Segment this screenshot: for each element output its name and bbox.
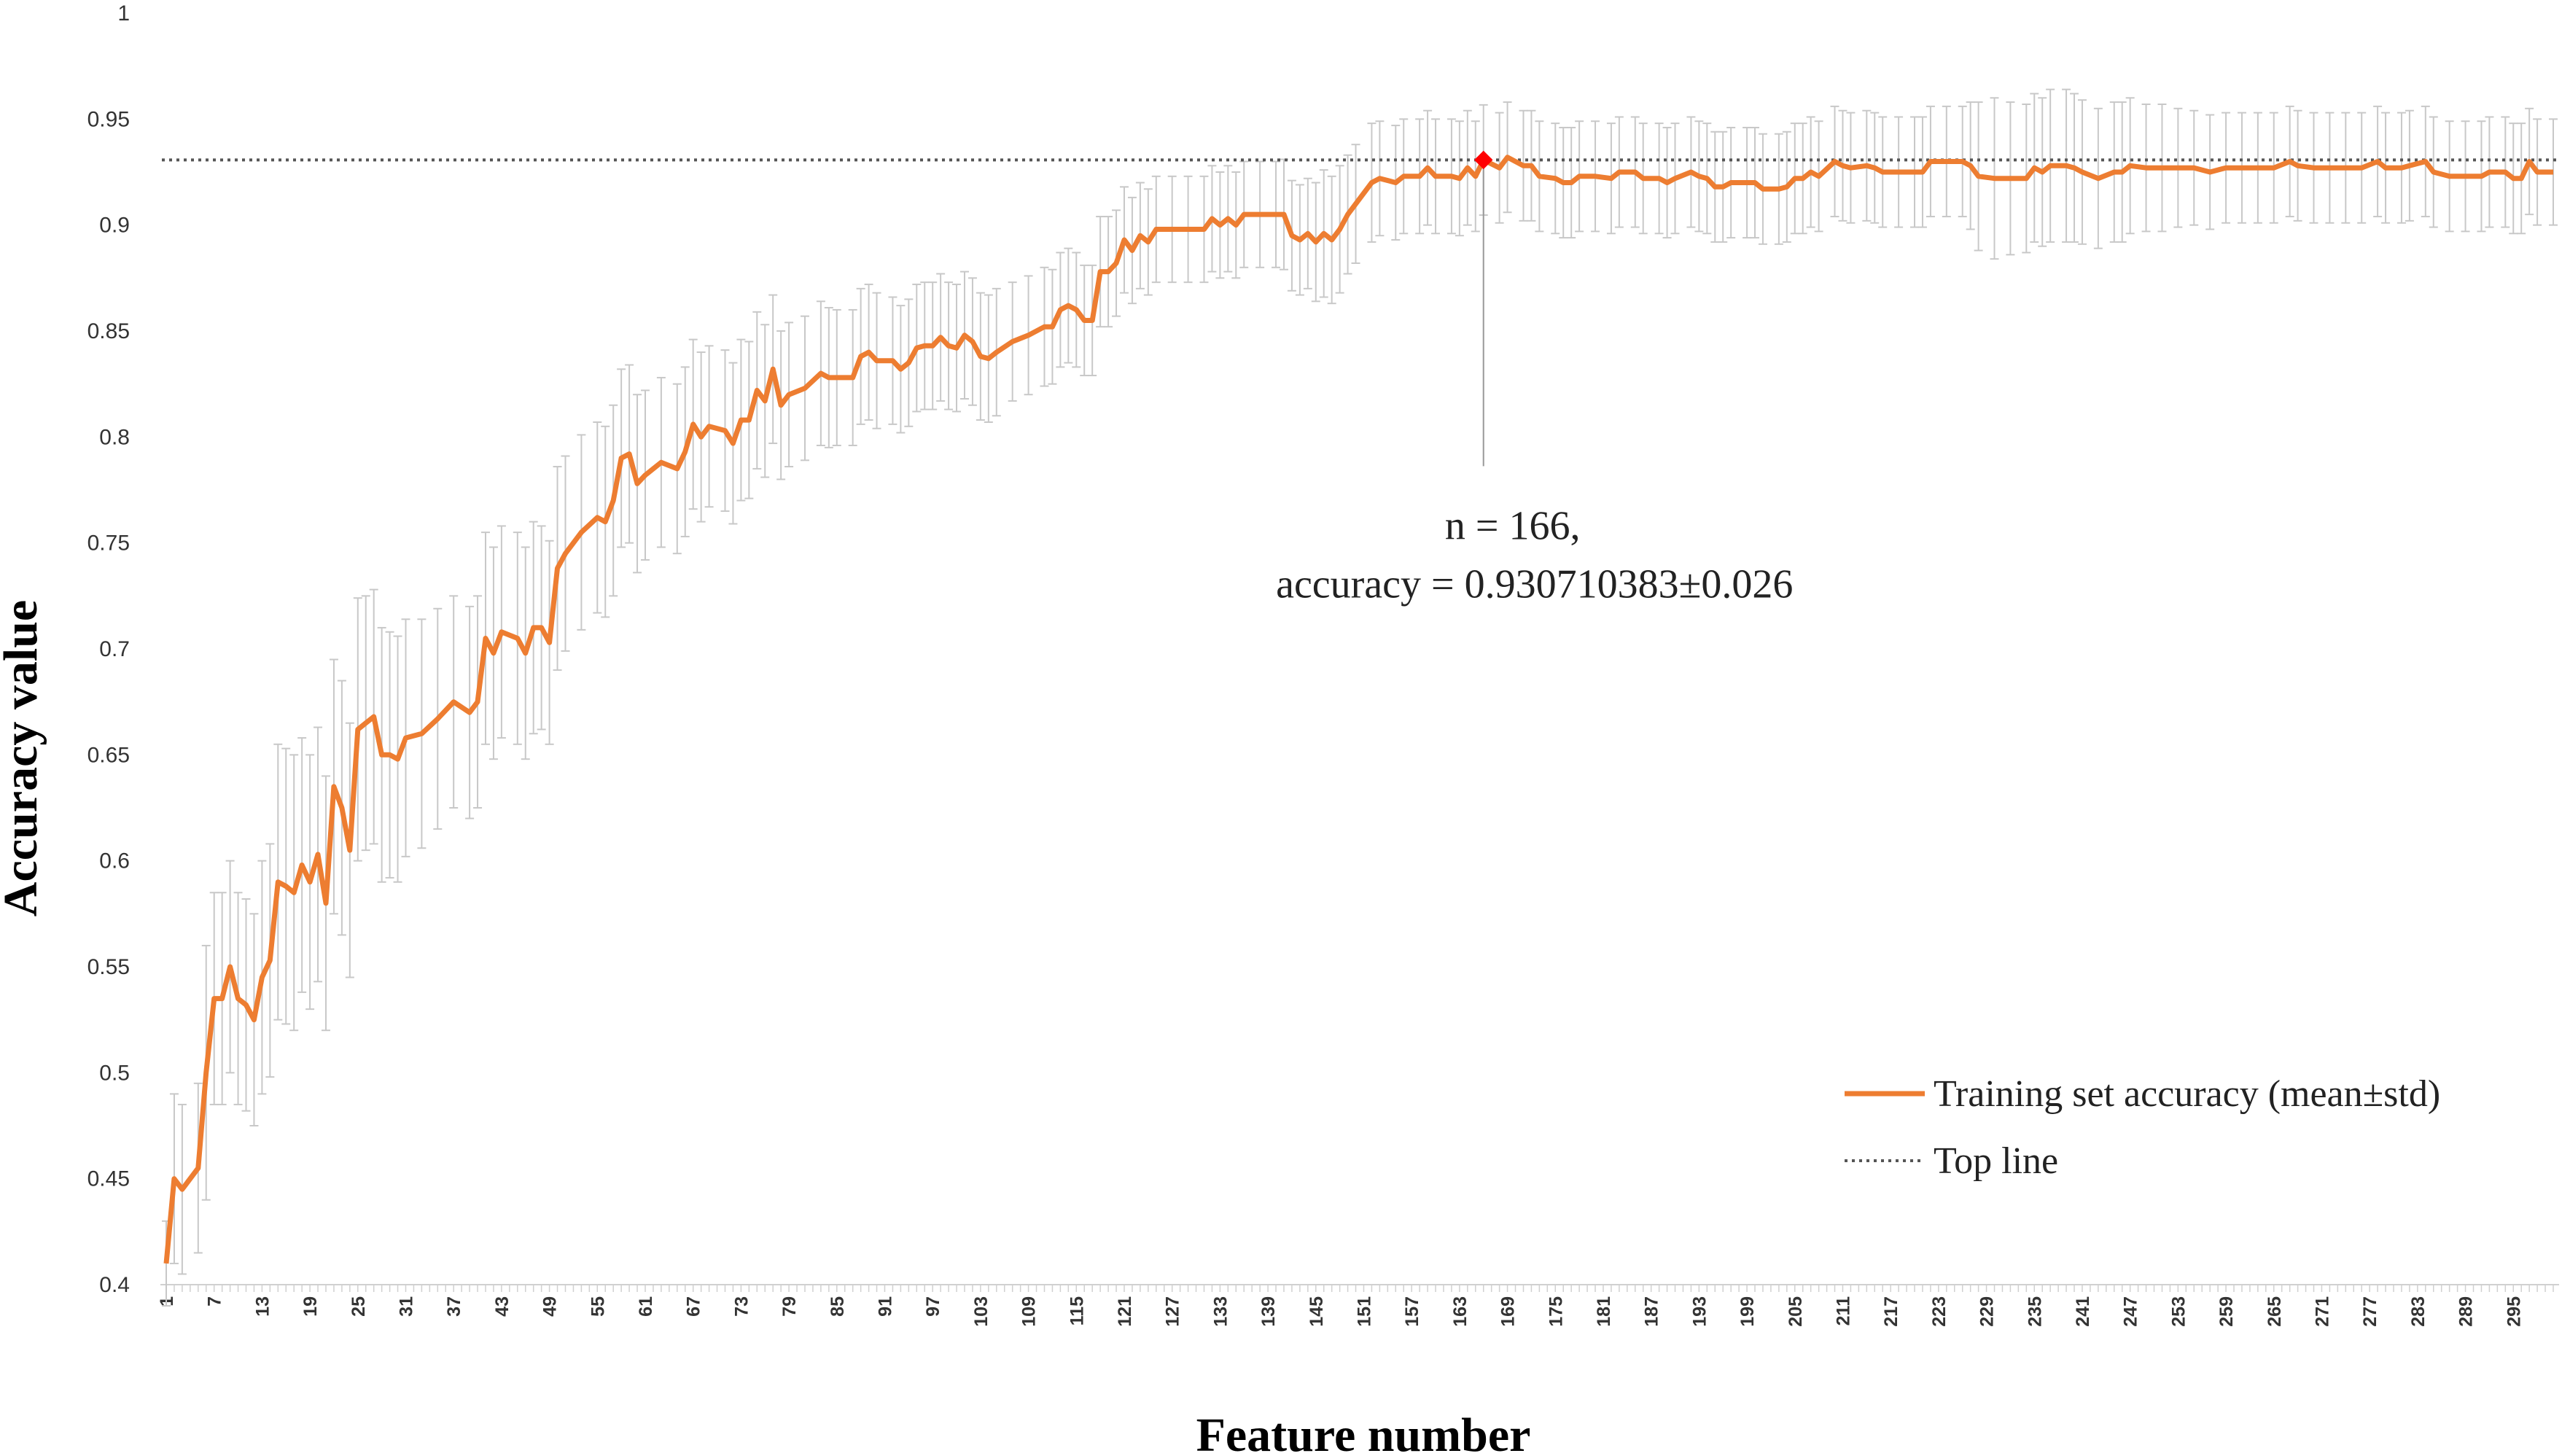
y-tick-label: 0.65 [87, 743, 130, 767]
x-tick-label: 271 [2312, 1296, 2332, 1327]
x-tick-label: 55 [588, 1296, 608, 1317]
x-tick-label: 253 [2168, 1296, 2189, 1327]
x-tick-label: 121 [1115, 1296, 1135, 1327]
error-bars [162, 88, 2558, 1307]
y-tick-label: 0.45 [87, 1167, 130, 1191]
legend-label-topline: Top line [1934, 1140, 2058, 1182]
y-tick-label: 0.75 [87, 532, 130, 556]
y-tick-label: 1 [117, 1, 130, 26]
x-tick-label: 127 [1163, 1296, 1183, 1327]
x-tick-label: 259 [2216, 1296, 2237, 1327]
x-tick-label: 103 [971, 1296, 992, 1327]
x-tick-label: 109 [1019, 1296, 1040, 1327]
x-tick-label: 229 [1977, 1296, 1998, 1327]
x-tick-label: 211 [1833, 1296, 1853, 1325]
y-tick-label: 0.5 [99, 1061, 130, 1085]
x-tick-label: 13 [252, 1296, 273, 1317]
x-tick-label: 205 [1786, 1296, 1806, 1327]
x-tick-label: 193 [1689, 1296, 1710, 1327]
x-tick-label: 163 [1450, 1296, 1471, 1327]
x-tick-label: 187 [1642, 1296, 1662, 1327]
legend-label-training: Training set accuracy (mean±std) [1934, 1073, 2440, 1115]
x-tick-label: 85 [828, 1296, 848, 1317]
x-axis-title: Feature number [1196, 1409, 1531, 1456]
y-tick-label: 0.4 [99, 1273, 130, 1297]
x-tick-label: 49 [540, 1296, 561, 1317]
y-axis-ticks: 0.4 0.45 0.5 0.55 0.6 0.65 0.7 0.75 0.8 0.85 0.9 0.… [87, 1, 130, 1297]
x-tick-label: 241 [2073, 1296, 2093, 1327]
annotation-line-2: accuracy = 0.930710383±0.026 [1276, 561, 1793, 607]
x-tick-label: 145 [1307, 1296, 1327, 1327]
x-tick-label: 289 [2456, 1296, 2477, 1327]
x-tick-label: 61 [636, 1296, 656, 1317]
annotation-line-1: n = 166, [1445, 503, 1581, 548]
x-tick-label: 139 [1258, 1296, 1279, 1327]
x-tick-label: 43 [492, 1296, 513, 1317]
x-tick-label: 91 [875, 1296, 895, 1317]
y-tick-label: 0.9 [99, 214, 130, 238]
x-tick-label: 37 [444, 1296, 464, 1317]
x-tick-label: 7 [205, 1296, 225, 1307]
x-tick-label: 277 [2360, 1296, 2380, 1327]
best-point-marker [1473, 150, 1493, 170]
x-tick-label: 223 [1929, 1296, 1950, 1327]
x-tick-label: 133 [1210, 1296, 1231, 1327]
x-tick-label: 25 [349, 1296, 369, 1317]
x-tick-label: 79 [779, 1296, 800, 1317]
x-tick-label: 97 [923, 1296, 943, 1317]
x-tick-label: 247 [2121, 1296, 2141, 1327]
x-tick-label: 67 [684, 1296, 704, 1317]
legend: Training set accuracy (mean±std) Top lin… [1845, 1073, 2440, 1182]
x-tick-label: 181 [1594, 1296, 1614, 1327]
y-tick-label: 0.55 [87, 955, 130, 979]
y-tick-label: 0.8 [99, 425, 130, 449]
x-tick-label: 169 [1498, 1296, 1519, 1327]
x-tick-label: 283 [2408, 1296, 2429, 1327]
y-tick-label: 0.7 [99, 637, 130, 661]
x-tick-label: 31 [396, 1296, 416, 1317]
x-tick-label: 265 [2265, 1296, 2285, 1327]
y-axis-title: Accuracy value [0, 600, 47, 916]
x-tick-label: 157 [1402, 1296, 1422, 1327]
x-tick-label: 73 [731, 1296, 752, 1317]
x-tick-label: 199 [1737, 1296, 1758, 1327]
training-accuracy-line [163, 155, 2553, 1264]
x-tick-label: 175 [1546, 1296, 1566, 1327]
x-axis-ticks: 1713192531374349556167737985919710310911… [157, 1285, 2554, 1327]
x-tick-label: 235 [2025, 1296, 2045, 1327]
y-tick-label: 0.85 [87, 319, 130, 343]
x-tick-label: 295 [2504, 1296, 2524, 1327]
x-tick-label: 217 [1881, 1296, 1901, 1327]
x-tick-label: 115 [1067, 1296, 1087, 1325]
x-tick-label: 151 [1354, 1296, 1374, 1327]
y-tick-label: 0.6 [99, 849, 130, 873]
y-tick-label: 0.95 [87, 107, 130, 131]
x-tick-label: 19 [300, 1296, 321, 1317]
